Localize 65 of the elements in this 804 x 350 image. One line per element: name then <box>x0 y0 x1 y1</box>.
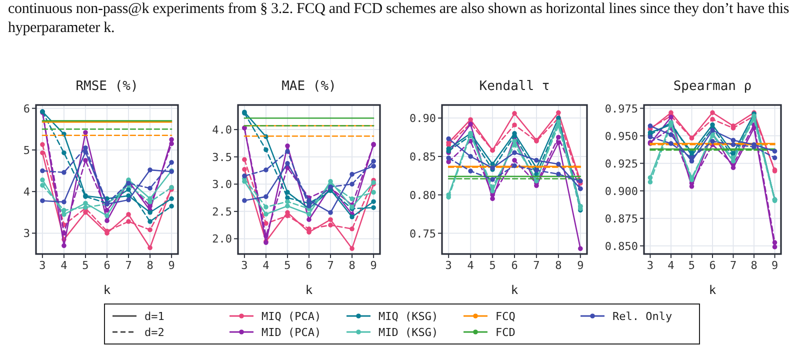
y-tick-label: 2.5 <box>212 205 232 218</box>
x-tick-label: 6 <box>511 259 518 272</box>
x-tick-label: 8 <box>146 259 154 272</box>
legend-label: Rel. Only <box>612 310 672 323</box>
x-tick-label: 9 <box>771 259 778 272</box>
y-tick-label: 3.5 <box>212 150 232 164</box>
x-tick-label: 5 <box>489 259 496 272</box>
x-tick-label: 6 <box>306 259 312 272</box>
x-axis-title: k <box>305 283 314 297</box>
chart-title: Spearman ρ <box>673 79 752 94</box>
x-tick-label: 3 <box>241 259 248 272</box>
x-tick-label: 3 <box>445 259 452 272</box>
x-tick-label: 7 <box>125 259 132 272</box>
y-tick-label: 0.925 <box>604 157 638 170</box>
y-tick-label: 0.75 <box>410 227 436 240</box>
legend-label: MID (PCA) <box>262 326 322 339</box>
chart-title: Kendall τ <box>479 79 550 94</box>
y-tick-label: 0.90 <box>410 112 436 126</box>
y-tick-label: 0.900 <box>604 184 638 198</box>
y-tick-label: 0.85 <box>410 150 436 164</box>
x-tick-label: 4 <box>262 259 270 272</box>
y-tick-label: 3.0 <box>212 178 232 192</box>
x-tick-label: 7 <box>327 259 334 272</box>
chart-title: MAE (%) <box>282 79 336 94</box>
x-tick-label: 8 <box>750 259 758 272</box>
x-tick-label: 9 <box>168 259 175 272</box>
x-tick-label: 4 <box>668 259 675 272</box>
y-tick-label: 0.950 <box>604 130 638 143</box>
legend-label: FCD <box>496 326 516 339</box>
x-tick-label: 5 <box>284 259 291 272</box>
chart-title: RMSE (%) <box>76 79 138 94</box>
y-tick-label: 4 <box>23 186 30 199</box>
text: continuous non-pass@k experiments from § 3.2. FCQ and FCD schemes are also shown as horizontal lines since they don’t have this hyperparameter k. <box>8 0 790 38</box>
x-tick-label: 9 <box>577 259 584 272</box>
x-tick-label: 6 <box>104 259 110 272</box>
y-tick-label: 6 <box>23 102 30 116</box>
x-axis-title: k <box>510 283 519 297</box>
legend-label: FCQ <box>496 310 516 323</box>
legend-label: MIQ (KSG) <box>378 310 438 323</box>
y-tick-label: 4.0 <box>212 124 232 137</box>
x-tick-label: 5 <box>688 259 696 272</box>
x-axis-title: k <box>708 283 717 297</box>
y-tick-label: 0.975 <box>604 102 638 116</box>
y-tick-label: 0.80 <box>410 188 436 202</box>
x-axis-title: k <box>103 283 112 297</box>
x-tick-label: 4 <box>467 259 474 272</box>
x-tick-label: 3 <box>39 259 46 272</box>
x-tick-label: 8 <box>555 259 562 272</box>
x-tick-label: 7 <box>533 259 540 272</box>
y-tick-label: 0.850 <box>604 240 638 253</box>
y-tick-label: 3 <box>23 227 30 240</box>
x-tick-label: 3 <box>646 259 654 272</box>
y-tick-label: 5 <box>23 144 30 157</box>
text: d=1 <box>144 310 164 323</box>
x-tick-label: 9 <box>370 259 377 272</box>
x-tick-label: 8 <box>348 259 356 272</box>
legend-label: MIQ (PCA) <box>262 310 322 323</box>
y-tick-label: 0.875 <box>604 212 638 226</box>
legend-label: MID (KSG) <box>378 326 438 339</box>
x-tick-label: 7 <box>730 259 737 272</box>
x-tick-label: 4 <box>60 259 68 272</box>
x-tick-label: 5 <box>82 259 89 272</box>
x-tick-label: 6 <box>709 259 716 272</box>
text: d=2 <box>144 326 164 339</box>
y-tick-label: 2.0 <box>212 232 232 246</box>
